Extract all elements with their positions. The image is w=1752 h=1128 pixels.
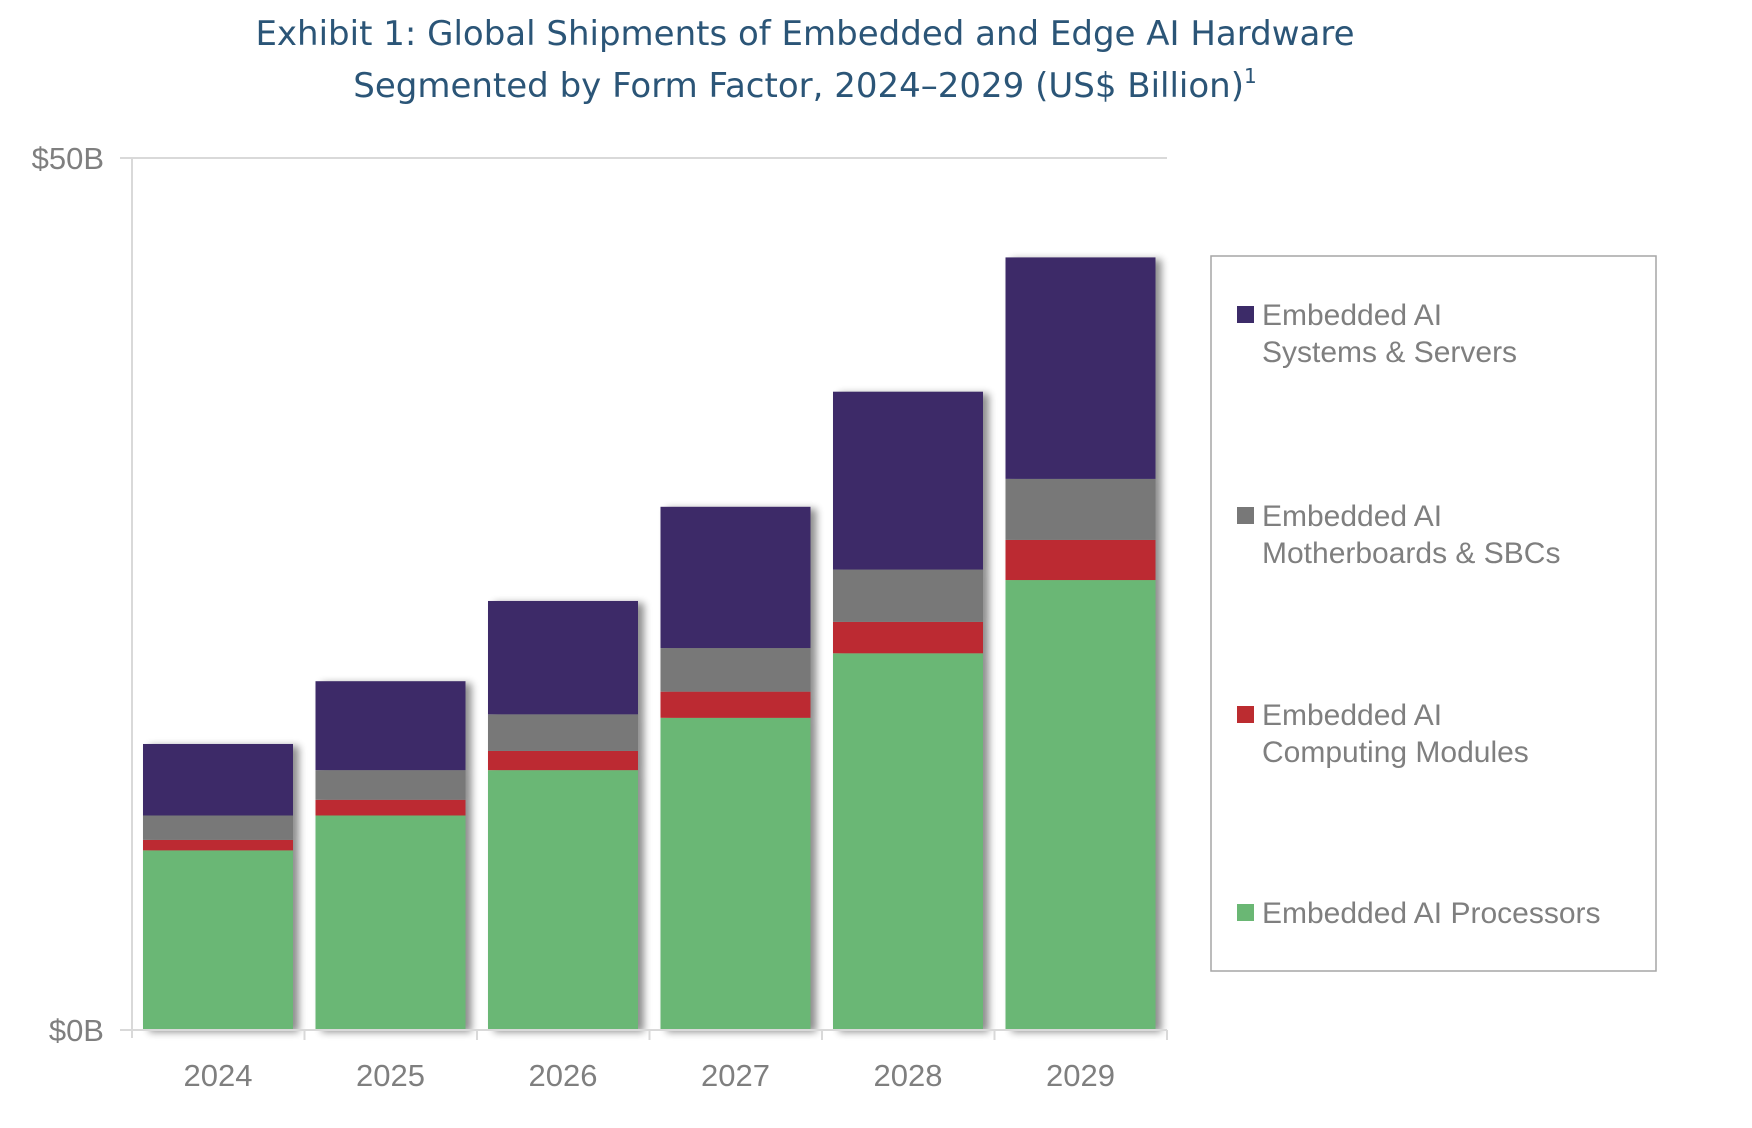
legend-item: Embedded AI Processors [1237, 897, 1601, 930]
legend-label: Embedded AI Processors [1262, 897, 1601, 930]
axes [120, 158, 1168, 1040]
bar-2025-embedded-ai-motherboards-sbcs [315, 770, 466, 800]
bar-2028-embedded-ai-computing-modules [833, 621, 983, 654]
x-tick-label: 2028 [874, 1058, 943, 1093]
x-tick-label: 2029 [1046, 1058, 1115, 1093]
bar-stack-2027 [660, 506, 811, 1030]
bar-2029-embedded-ai-processors [1005, 580, 1156, 1030]
legend-item: Embedded AI Computing Modules [1237, 699, 1529, 769]
legend-label: Systems & Servers [1262, 336, 1517, 369]
y-tick-labels: $0B $50B [32, 141, 104, 1048]
legend-marker [1237, 706, 1254, 723]
legend-label: Motherboards & SBCs [1262, 537, 1560, 570]
legend-label: Embedded AI [1262, 299, 1442, 332]
bar-2029-embedded-ai-systems-servers [1005, 257, 1156, 479]
legend-label: Embedded AI [1262, 699, 1442, 732]
bar-2027-embedded-ai-motherboards-sbcs [660, 648, 811, 692]
legend-marker [1237, 507, 1254, 524]
bar-2026-embedded-ai-processors [488, 770, 638, 1030]
chart-title: Exhibit 1: Global Shipments of Embedded … [255, 14, 1354, 54]
bar-2024-embedded-ai-processors [143, 850, 293, 1030]
legend: Embedded AI Systems & Servers Embedded AI M… [1210, 255, 1657, 972]
legend-marker [1237, 904, 1254, 921]
bar-2025-embedded-ai-computing-modules [315, 799, 466, 816]
bar-stack-2026 [488, 600, 638, 1030]
y-tick-label: $50B [32, 141, 104, 176]
bar-2024-embedded-ai-systems-servers [143, 743, 293, 816]
bar-2027-embedded-ai-systems-servers [660, 506, 811, 649]
bar-2025-embedded-ai-systems-servers [315, 681, 466, 771]
bar-stack-2024 [143, 743, 293, 1030]
chart-subtitle-text: Segmented by Form Factor, 2024–2029 (US$… [353, 66, 1244, 106]
y-tick-label: $0B [49, 1013, 104, 1048]
bar-2027-embedded-ai-computing-modules [660, 691, 811, 718]
legend-item: Embedded AI Motherboards & SBCs [1237, 500, 1560, 570]
x-tick-label: 2027 [701, 1058, 770, 1093]
chart-subtitle: Segmented by Form Factor, 2024–2029 (US$… [353, 64, 1256, 106]
bar-2028-embedded-ai-motherboards-sbcs [833, 569, 983, 622]
legend-label: Embedded AI [1262, 500, 1442, 533]
bar-2024-embedded-ai-motherboards-sbcs [143, 815, 293, 840]
legend-label: Computing Modules [1262, 736, 1529, 769]
bar-stack-2028 [833, 391, 983, 1030]
legend-item: Embedded AI Systems & Servers [1237, 299, 1517, 369]
bar-2028-embedded-ai-processors [833, 653, 983, 1030]
bar-2027-embedded-ai-processors [660, 717, 811, 1030]
x-tick-label: 2026 [529, 1058, 598, 1093]
bar-2028-embedded-ai-systems-servers [833, 391, 983, 570]
bar-2026-embedded-ai-systems-servers [488, 600, 638, 715]
x-tick-label: 2025 [356, 1058, 425, 1093]
bar-2029-embedded-ai-computing-modules [1005, 539, 1156, 581]
legend-marker [1237, 306, 1254, 323]
x-tick-labels: 2024 2025 2026 2027 2028 2029 [184, 1058, 1115, 1093]
chart-subtitle-footnote: 1 [1244, 64, 1257, 88]
bar-2026-embedded-ai-motherboards-sbcs [488, 714, 638, 751]
bar-2029-embedded-ai-motherboards-sbcs [1005, 478, 1156, 540]
x-tick-label: 2024 [184, 1058, 253, 1093]
bar-2024-embedded-ai-computing-modules [143, 839, 293, 851]
bars [143, 257, 1156, 1030]
legend-box [1210, 255, 1657, 972]
bar-stack-2025 [315, 681, 466, 1030]
bar-2026-embedded-ai-computing-modules [488, 750, 638, 771]
bar-stack-2029 [1005, 257, 1156, 1030]
bar-2025-embedded-ai-processors [315, 815, 466, 1030]
